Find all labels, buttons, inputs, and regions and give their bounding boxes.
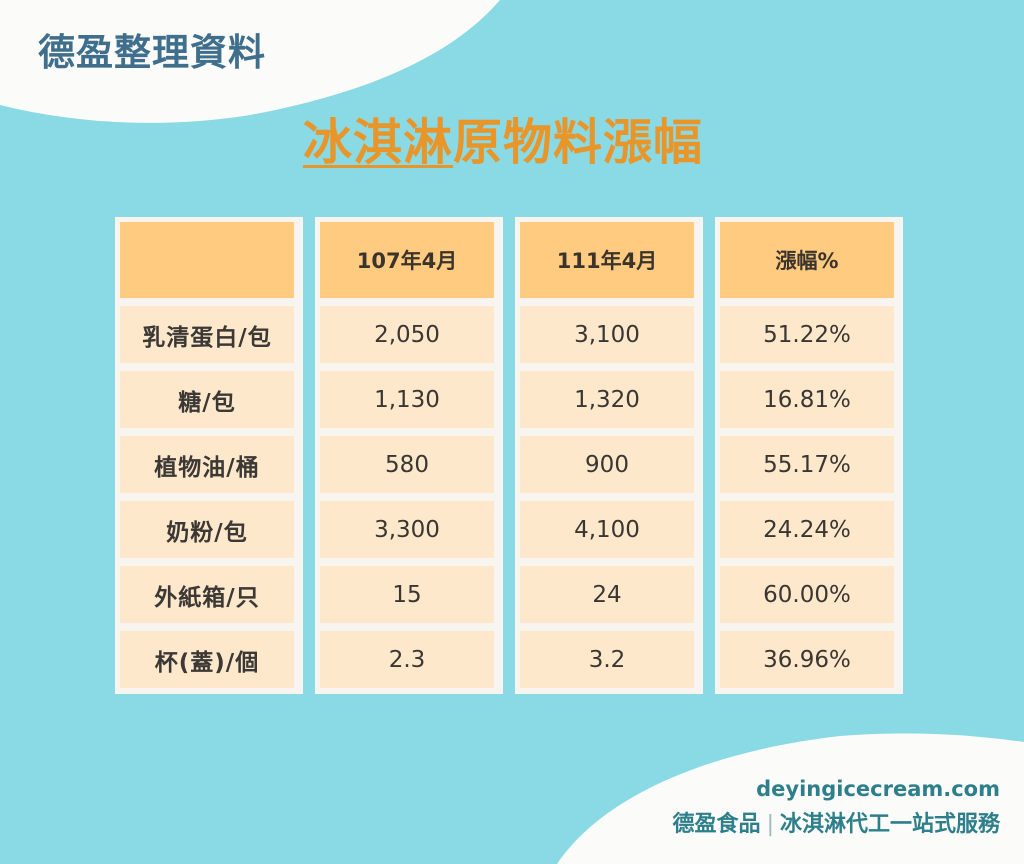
table-cell: 55.17% (720, 436, 894, 493)
table-cell: 2.3 (320, 631, 494, 688)
table-column-item: 乳清蛋白/包 糖/包 植物油/桶 奶粉/包 外紙箱/只 杯(蓋)/個 (115, 217, 303, 694)
table-column-107: 107年4月 2,050 1,130 580 3,300 15 2.3 (315, 217, 503, 694)
row-label: 杯(蓋)/個 (120, 631, 294, 688)
table-cell: 60.00% (720, 566, 894, 623)
footer-url: deyingicecream.com (756, 777, 1000, 801)
row-label: 外紙箱/只 (120, 566, 294, 623)
table-cell: 3,300 (320, 501, 494, 558)
row-label: 糖/包 (120, 371, 294, 428)
table-cell: 580 (320, 436, 494, 493)
table-cell: 51.22% (720, 306, 894, 363)
column-header-empty (120, 222, 294, 298)
table-cell: 4,100 (520, 501, 694, 558)
top-left-white-blob (0, 0, 500, 123)
row-label: 奶粉/包 (120, 501, 294, 558)
column-header-increase: 漲幅% (720, 222, 894, 298)
table-cell: 900 (520, 436, 694, 493)
footer-separator: | (766, 812, 774, 837)
column-header-111: 111年4月 (520, 222, 694, 298)
table-cell: 15 (320, 566, 494, 623)
table-cell: 36.96% (720, 631, 894, 688)
bottom-right-white-blob (557, 733, 1024, 864)
table-cell: 1,130 (320, 371, 494, 428)
row-label: 乳清蛋白/包 (120, 306, 294, 363)
brand-header: 德盈整理資料 (38, 31, 266, 74)
table-cell: 1,320 (520, 371, 694, 428)
title-rest: 原物料漲幅 (453, 114, 704, 171)
table-cell: 3.2 (520, 631, 694, 688)
table-cell: 24 (520, 566, 694, 623)
table-column-111: 111年4月 3,100 1,320 900 4,100 24 3.2 (515, 217, 703, 694)
row-label: 植物油/桶 (120, 436, 294, 493)
table-cell: 24.24% (720, 501, 894, 558)
page-title: 冰淇淋原物料漲幅 (303, 112, 723, 174)
footer-tagline: 德盈食品 | 冰淇淋代工一站式服務 (673, 806, 1000, 838)
footer-service: 冰淇淋代工一站式服務 (779, 812, 1000, 837)
table-cell: 2,050 (320, 306, 494, 363)
title-link-ice-cream[interactable]: 冰淇淋 (303, 114, 454, 171)
table-cell: 3,100 (520, 306, 694, 363)
table-cell: 16.81% (720, 371, 894, 428)
column-header-107: 107年4月 (320, 222, 494, 298)
footer-company: 德盈食品 (672, 812, 761, 837)
table-column-increase: 漲幅% 51.22% 16.81% 55.17% 24.24% 60.00% 3… (715, 217, 903, 694)
